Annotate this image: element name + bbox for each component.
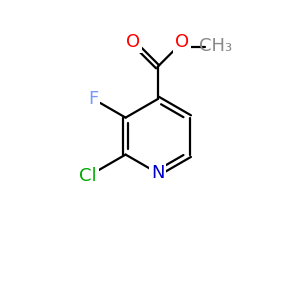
Text: CH₃: CH₃ (199, 37, 232, 55)
Text: F: F (88, 90, 98, 108)
Text: N: N (151, 164, 164, 182)
Text: O: O (126, 33, 140, 51)
Text: Cl: Cl (80, 167, 97, 185)
Text: O: O (175, 33, 189, 51)
